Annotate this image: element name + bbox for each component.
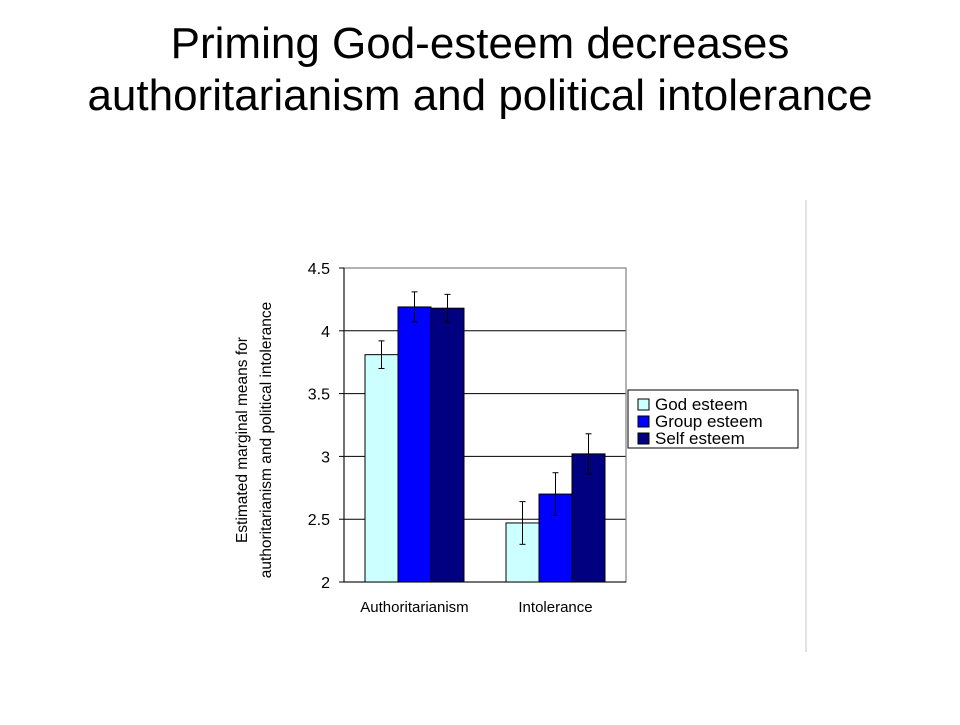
bar — [397, 306, 432, 583]
y-axis-label: authoritarianism and political intoleran… — [258, 302, 275, 579]
legend-label: Self esteem — [655, 429, 745, 448]
y-tick-label: 4 — [321, 324, 330, 341]
y-axis-label: Estimated marginal means for — [234, 337, 251, 543]
x-category-label: Intolerance — [518, 599, 592, 616]
bar — [364, 354, 399, 583]
y-tick-label: 2.5 — [308, 512, 330, 529]
y-tick-label: 4.5 — [308, 261, 330, 278]
bar — [430, 307, 465, 583]
y-tick-label: 3 — [321, 449, 330, 466]
y-tick-label: 3.5 — [308, 387, 330, 404]
legend-box — [627, 389, 799, 449]
x-category-label: Authoritarianism — [360, 599, 468, 616]
legend-swatch — [637, 432, 650, 445]
y-tick-label: 2 — [321, 575, 330, 592]
legend-swatch — [637, 398, 650, 411]
slide-title: Priming God-esteem decreases authoritari… — [87, 19, 873, 120]
legend-swatch — [637, 415, 650, 428]
legend-label: Group esteem — [655, 412, 763, 431]
legend-label: God esteem — [655, 395, 748, 414]
